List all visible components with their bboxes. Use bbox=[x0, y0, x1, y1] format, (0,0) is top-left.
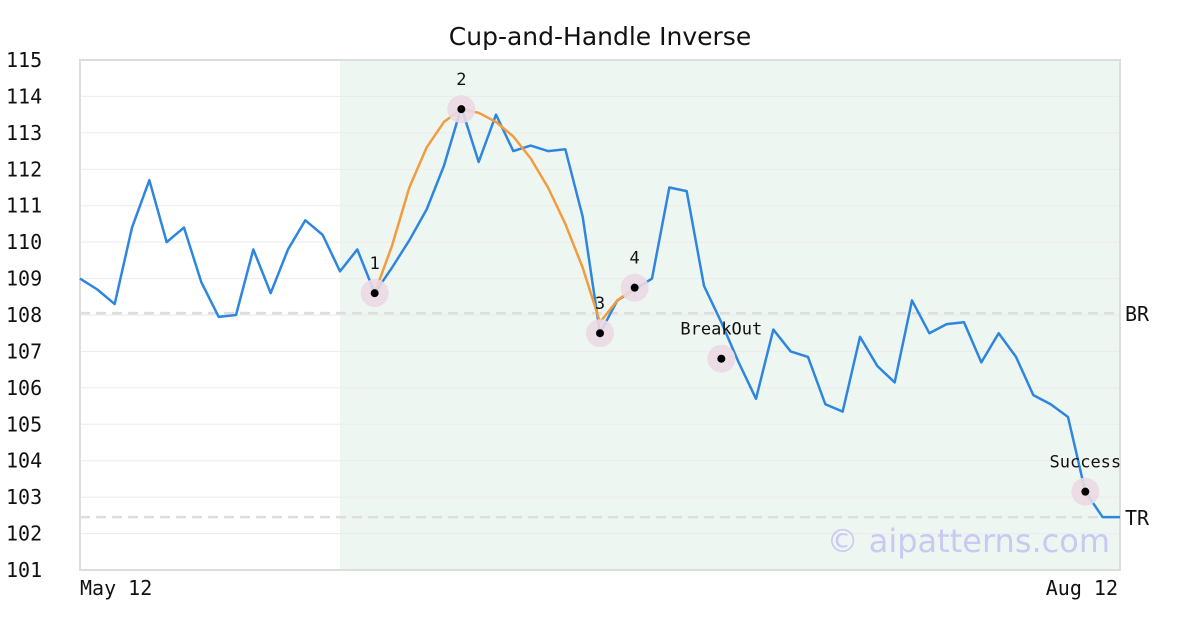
point-label: 1 bbox=[370, 254, 380, 274]
y-tick-label: 112 bbox=[6, 157, 42, 181]
y-tick-label: 109 bbox=[6, 267, 42, 291]
point-marker bbox=[370, 289, 379, 298]
x-tick-label: May 12 bbox=[80, 576, 152, 600]
y-tick-label: 104 bbox=[6, 449, 42, 473]
point-marker bbox=[630, 283, 639, 292]
y-tick-label: 106 bbox=[6, 376, 42, 400]
point-label: 3 bbox=[595, 294, 605, 314]
y-tick-label: 108 bbox=[6, 303, 42, 327]
y-tick-label: 113 bbox=[6, 121, 42, 145]
x-tick-label: Aug 12 bbox=[1046, 576, 1118, 600]
point-label: Success bbox=[1050, 453, 1122, 473]
point-marker bbox=[596, 329, 604, 338]
y-tick-label: 114 bbox=[6, 84, 42, 108]
point-label: BreakOut bbox=[680, 320, 762, 340]
point-marker bbox=[1081, 487, 1090, 496]
reference-label-br: BR bbox=[1125, 302, 1150, 326]
y-tick-label: 110 bbox=[6, 230, 42, 254]
chart-title: Cup-and-Handle Inverse bbox=[448, 22, 752, 51]
y-tick-label: 103 bbox=[6, 485, 42, 509]
point-label: 2 bbox=[456, 70, 466, 90]
watermark: © aipatterns.com bbox=[827, 522, 1110, 560]
y-tick-label: 107 bbox=[6, 339, 42, 363]
y-tick-label: 101 bbox=[6, 558, 42, 582]
pattern-fit-line bbox=[373, 107, 636, 324]
reference-label-tr: TR bbox=[1125, 506, 1150, 530]
point-marker bbox=[457, 105, 466, 114]
y-tick-label: 111 bbox=[6, 194, 42, 218]
y-tick-label: 102 bbox=[6, 522, 42, 546]
point-label: 4 bbox=[630, 249, 640, 269]
y-tick-label: 105 bbox=[6, 412, 42, 436]
y-tick-label: 115 bbox=[6, 48, 42, 72]
point-marker bbox=[717, 354, 726, 363]
plot-frame bbox=[79, 59, 1121, 571]
